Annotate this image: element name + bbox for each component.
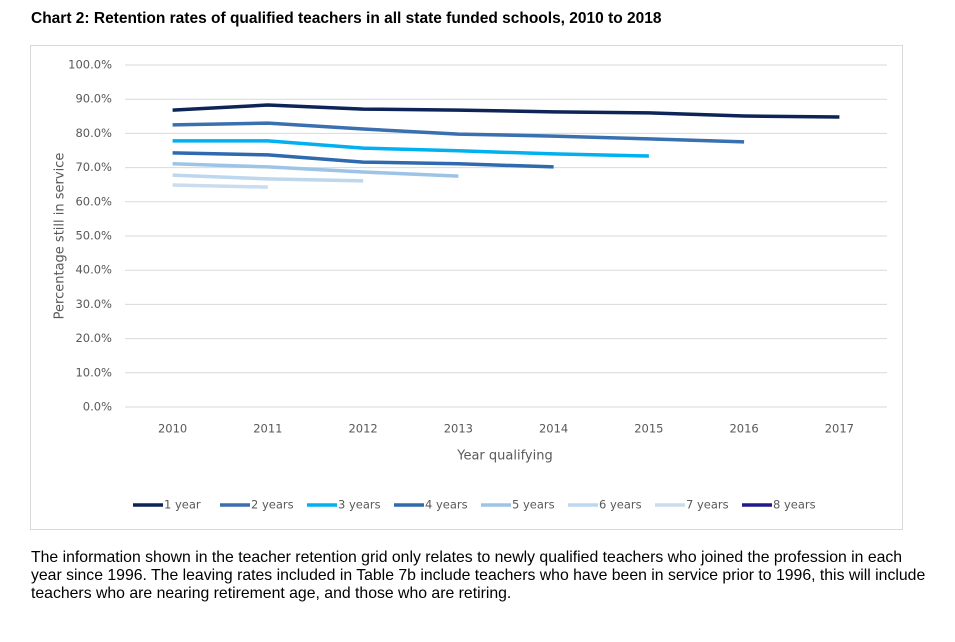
series-line <box>172 162 459 178</box>
series-line <box>172 173 364 183</box>
x-tick-label: 2012 <box>348 422 377 436</box>
legend-label: 6 years <box>599 498 642 512</box>
x-axis-title: Year qualifying <box>456 449 552 464</box>
y-tick-label: 90.0% <box>75 92 112 106</box>
legend-label: 2 years <box>251 498 294 512</box>
x-tick-label: 2011 <box>253 422 282 436</box>
y-tick-label: 60.0% <box>75 194 112 208</box>
y-axis-title: Percentage still in service <box>53 153 68 320</box>
x-tick-label: 2010 <box>158 422 187 436</box>
x-tick-label: 2014 <box>539 422 568 436</box>
y-tick-label: 50.0% <box>75 229 112 243</box>
legend-label: 5 years <box>512 498 555 512</box>
series-line <box>172 151 554 169</box>
legend-label: 7 years <box>686 498 729 512</box>
x-tick-label: 2015 <box>634 422 663 436</box>
x-tick-label: 2017 <box>825 422 854 436</box>
legend-label: 3 years <box>338 498 381 512</box>
series-line <box>172 103 840 119</box>
legend-label: 4 years <box>425 498 468 512</box>
y-tick-label: 0.0% <box>83 400 112 414</box>
legend-label: 1 year <box>164 498 201 512</box>
y-tick-label: 10.0% <box>75 365 112 379</box>
legend-label: 8 years <box>773 498 816 512</box>
y-tick-label: 80.0% <box>75 126 112 140</box>
series-line <box>172 121 745 144</box>
chart-title: Chart 2: Retention rates of qualified te… <box>31 10 662 27</box>
y-tick-label: 100.0% <box>68 58 112 72</box>
y-tick-label: 40.0% <box>75 263 112 277</box>
series-line <box>172 183 268 189</box>
series-line <box>172 139 649 158</box>
x-tick-label: 2013 <box>444 422 473 436</box>
y-tick-label: 30.0% <box>75 297 112 311</box>
y-tick-label: 20.0% <box>75 331 112 345</box>
y-tick-label: 70.0% <box>75 160 112 174</box>
note-paragraph: The information shown in the teacher ret… <box>31 549 926 602</box>
x-tick-label: 2016 <box>729 422 758 436</box>
chart-frame <box>30 45 903 530</box>
